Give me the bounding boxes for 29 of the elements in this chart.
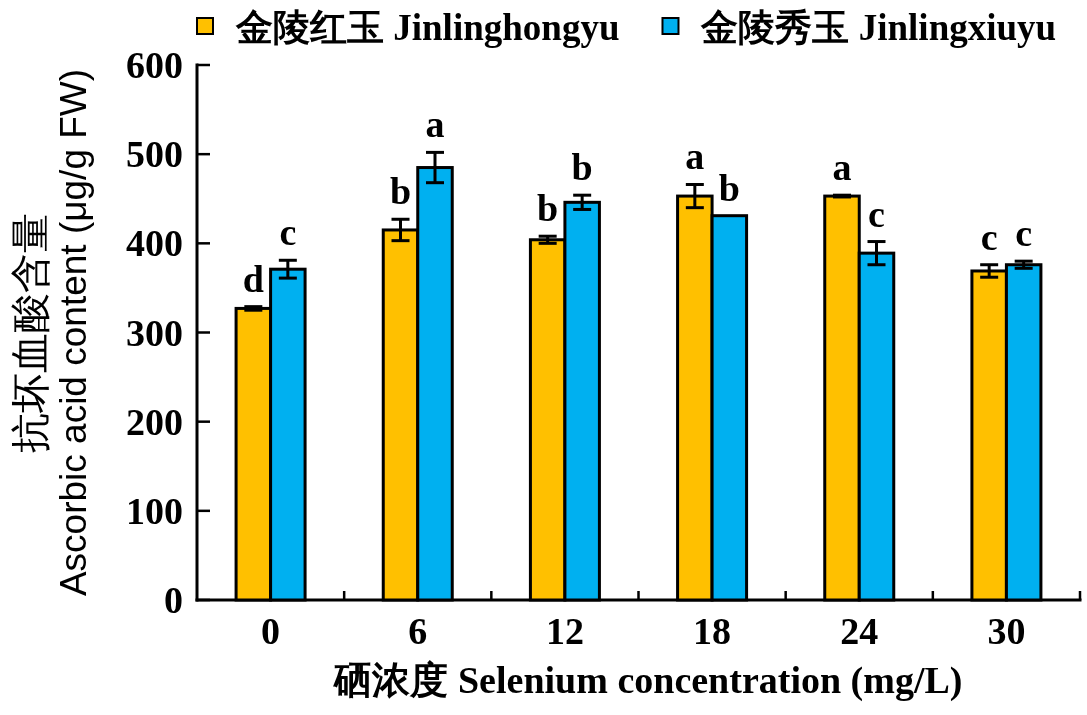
data-label: c (980, 215, 998, 258)
data-label: c (1015, 212, 1033, 255)
data-label: c (868, 192, 885, 235)
y-tick-label: 600 (126, 44, 183, 86)
data-label: d (242, 257, 264, 300)
y-axis-title: 抗坏血酸含量 Ascorbic acid content (μg/g FW) (8, 68, 94, 597)
y-tick-label: 200 (126, 400, 183, 443)
x-tick-label: 12 (545, 610, 584, 652)
data-label: b (389, 170, 412, 213)
y-tick-label: 300 (126, 311, 183, 354)
data-label: b (718, 166, 740, 209)
legend-label: 金陵秀玉 Jinlingxiuyu (700, 7, 1057, 48)
data-label: a (685, 135, 705, 178)
y-tick-label: 400 (126, 222, 183, 265)
y-tick-label: 100 (126, 489, 183, 532)
x-tick-label: 0 (261, 610, 281, 652)
x-tick-label: 6 (408, 610, 428, 652)
legend-label: 金陵红玉 Jinlinghongyu (235, 7, 620, 48)
y-tick-label: 500 (126, 133, 183, 176)
x-axis-title: 硒浓度 Selenium concentration (mg/L) (332, 659, 963, 702)
data-label: a (425, 103, 445, 146)
y-tick-label: 0 (164, 579, 183, 621)
data-label: a (832, 146, 852, 189)
data-label: b (571, 146, 593, 189)
x-tick-label: 24 (840, 610, 879, 652)
data-label: b (537, 187, 559, 230)
x-tick-label: 30 (987, 610, 1026, 652)
x-tick-label: 18 (693, 610, 732, 652)
data-label: c (279, 211, 297, 254)
